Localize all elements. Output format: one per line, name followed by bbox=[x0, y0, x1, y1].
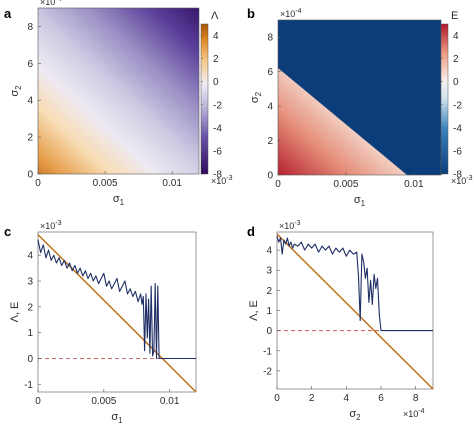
y-tick-label: 6 bbox=[267, 67, 273, 78]
y-tick-label: 0 bbox=[267, 171, 273, 182]
heatmap-a bbox=[37, 7, 200, 175]
y-tick-label: 2 bbox=[27, 133, 33, 144]
heatmap-b-region bbox=[278, 68, 407, 175]
colorbar-tick-label: -2 bbox=[213, 100, 222, 111]
x-axis-label: σ1 bbox=[111, 411, 123, 425]
colorbar-a bbox=[200, 23, 209, 175]
x-tick-label: 0 bbox=[35, 178, 41, 189]
y-tick-label: 3 bbox=[266, 266, 272, 277]
colorbar-tick-label: -2 bbox=[453, 100, 462, 111]
y-tick-label: 2 bbox=[27, 302, 33, 313]
y-exponent-label: ×10-3 bbox=[279, 220, 301, 231]
y-axis-label: Λ, E bbox=[9, 302, 21, 323]
y-tick-label: 0 bbox=[27, 354, 33, 365]
y-tick-label: -1 bbox=[263, 346, 272, 357]
x-tick-label: 0 bbox=[275, 179, 281, 190]
panel-a: 0 0.005 0.01 0 2 4 6 8 ×10-4 σ1 σ2 4 2 0 -2 -4 -6 -8 Λ ×10-… bbox=[9, 0, 233, 207]
x-exponent-label: ×10-4 bbox=[403, 408, 425, 419]
x-tick-label: 0.01 bbox=[404, 179, 424, 190]
x-axis-label: σ1 bbox=[113, 193, 125, 207]
x-tick-label: 4 bbox=[344, 393, 350, 404]
x-tick-label: 0.005 bbox=[91, 396, 116, 407]
y-tick-label: 8 bbox=[267, 33, 273, 44]
y-axis-label: σ2 bbox=[249, 91, 263, 103]
y-tick-label: 4 bbox=[267, 102, 273, 113]
y-tick-label: -2 bbox=[263, 366, 272, 377]
colorbar-tick-label: -4 bbox=[453, 123, 462, 134]
y-tick-label: 0 bbox=[266, 326, 272, 337]
e-series-line bbox=[37, 239, 196, 360]
x-tick-label: 0.005 bbox=[333, 179, 358, 190]
panel-d: 0 2 4 6 8 -2 -1 0 1 2 3 4 ×10-3 ×10-4 σ2 Λ, E bbox=[248, 220, 434, 422]
colorbar-tick-label: 0 bbox=[453, 77, 459, 88]
y-tick-label: 4 bbox=[27, 96, 33, 107]
colorbar-tick-label: 2 bbox=[213, 54, 219, 65]
y-exponent-label: ×10-4 bbox=[280, 8, 302, 19]
x-tick-label: 2 bbox=[309, 393, 315, 404]
y-axis-label: Λ, E bbox=[248, 300, 260, 321]
colorbar-tick-label: 4 bbox=[213, 31, 219, 42]
y-tick-label: 1 bbox=[27, 328, 33, 339]
panel-b: 0 0.005 0.01 0 2 4 6 8 ×10-4 σ1 σ2 4 2 0 -2 -4 -6 -8 E ×10-… bbox=[249, 8, 473, 208]
y-tick-label: 2 bbox=[267, 136, 273, 147]
colorbar-tick-label: -6 bbox=[213, 146, 222, 157]
panel-letter-a: a bbox=[4, 6, 12, 21]
colorbar-exponent-label: ×10-3 bbox=[211, 175, 233, 186]
y-tick-label: 4 bbox=[27, 251, 33, 262]
panel-letter-d: d bbox=[247, 224, 255, 239]
y-tick-label: 3 bbox=[27, 277, 33, 288]
colorbar-tick-label: 4 bbox=[453, 31, 459, 42]
colorbar-tick-label: -4 bbox=[213, 123, 222, 134]
colorbar-tick-label: -8 bbox=[453, 170, 462, 181]
colorbar-label: Λ bbox=[211, 10, 219, 22]
x-tick-label: 0 bbox=[35, 396, 41, 407]
panel-letter-b: b bbox=[247, 6, 255, 21]
lambda-series-line bbox=[276, 233, 434, 390]
colorbar-tick-label: -6 bbox=[453, 146, 462, 157]
x-tick-label: 0 bbox=[274, 393, 280, 404]
x-axis-label: σ1 bbox=[354, 194, 366, 208]
y-tick-label: 6 bbox=[27, 59, 33, 70]
y-tick-label: -1 bbox=[24, 380, 33, 391]
y-exponent-label: ×10-4 bbox=[40, 0, 62, 7]
y-tick-label: 4 bbox=[266, 246, 272, 257]
colorbar-tick-label: -8 bbox=[213, 170, 222, 181]
x-tick-label: 6 bbox=[378, 393, 384, 404]
y-tick-label: 2 bbox=[266, 286, 272, 297]
x-tick-label: 0.01 bbox=[160, 396, 180, 407]
colorbar-tick-label: 0 bbox=[213, 77, 219, 88]
y-tick-label: 8 bbox=[27, 22, 33, 33]
colorbar-label: E bbox=[451, 10, 458, 22]
y-axis-label: σ2 bbox=[9, 85, 23, 97]
y-tick-label: 1 bbox=[266, 306, 272, 317]
colorbar-exponent-label: ×10-3 bbox=[451, 175, 473, 186]
panel-letter-c: c bbox=[4, 224, 11, 239]
x-tick-label: 8 bbox=[413, 393, 419, 404]
colorbar-b bbox=[440, 23, 449, 175]
x-axis-label: σ2 bbox=[349, 408, 361, 422]
e-series-line bbox=[276, 235, 433, 332]
y-tick-label: 0 bbox=[27, 170, 33, 181]
x-tick-label: 0.01 bbox=[162, 178, 182, 189]
x-tick-label: 0.005 bbox=[93, 178, 118, 189]
y-exponent-label: ×10-3 bbox=[40, 220, 62, 231]
colorbar-tick-label: 2 bbox=[453, 54, 459, 65]
